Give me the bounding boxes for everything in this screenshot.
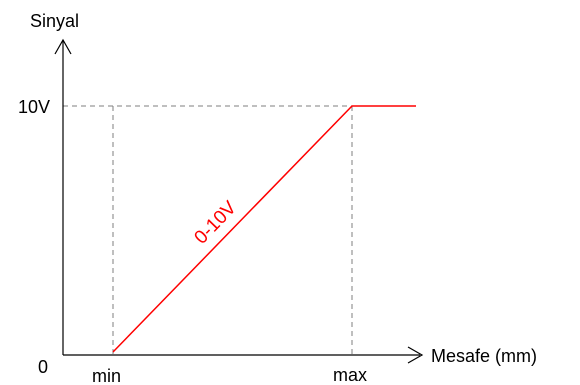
series-0-10v-line [112,105,416,353]
y-axis-arrowhead [54,38,72,55]
y-tick-10v: 10V [18,97,50,117]
y-axis-label: Sinyal [30,11,79,31]
x-axis-arrowhead [407,346,424,364]
x-tick-max: max [333,365,367,385]
series-label-0-10v: 0-10V [190,197,241,248]
x-axis-label: Mesafe (mm) [431,346,537,366]
y-tick-0: 0 [38,357,48,377]
x-tick-min: min [92,366,121,385]
